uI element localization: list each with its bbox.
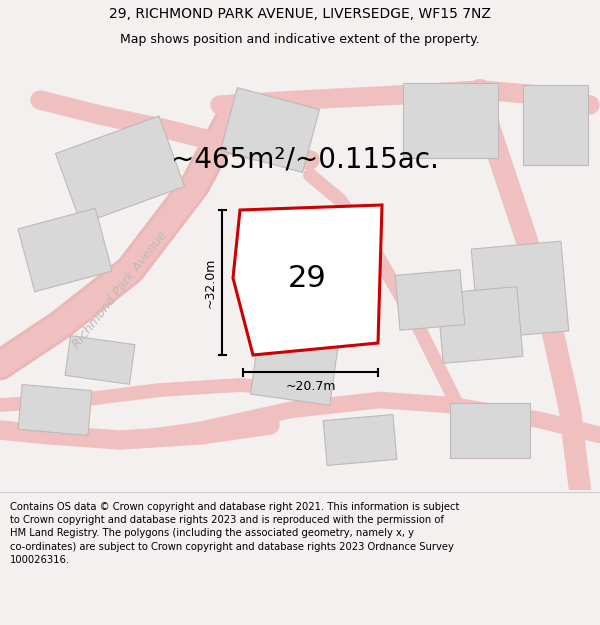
Text: ~20.7m: ~20.7m bbox=[285, 380, 336, 393]
Text: Contains OS data © Crown copyright and database right 2021. This information is : Contains OS data © Crown copyright and d… bbox=[10, 502, 460, 565]
Text: Map shows position and indicative extent of the property.: Map shows position and indicative extent… bbox=[120, 33, 480, 46]
Polygon shape bbox=[523, 85, 587, 165]
Polygon shape bbox=[437, 287, 523, 363]
Polygon shape bbox=[251, 325, 340, 405]
Polygon shape bbox=[395, 270, 465, 330]
Polygon shape bbox=[450, 402, 530, 458]
Text: 29, RICHMOND PARK AVENUE, LIVERSEDGE, WF15 7NZ: 29, RICHMOND PARK AVENUE, LIVERSEDGE, WF… bbox=[109, 7, 491, 21]
Text: ~465m²/~0.115ac.: ~465m²/~0.115ac. bbox=[171, 146, 439, 174]
Text: Richmond Park Avenue: Richmond Park Avenue bbox=[70, 229, 170, 351]
Polygon shape bbox=[471, 241, 569, 339]
Polygon shape bbox=[221, 88, 319, 172]
Text: ~32.0m: ~32.0m bbox=[204, 258, 217, 308]
Text: 29: 29 bbox=[288, 264, 326, 292]
Polygon shape bbox=[323, 414, 397, 466]
Polygon shape bbox=[18, 208, 112, 292]
Polygon shape bbox=[233, 205, 382, 355]
Polygon shape bbox=[403, 82, 497, 158]
Polygon shape bbox=[55, 116, 185, 224]
Polygon shape bbox=[65, 336, 135, 384]
Polygon shape bbox=[18, 384, 92, 436]
